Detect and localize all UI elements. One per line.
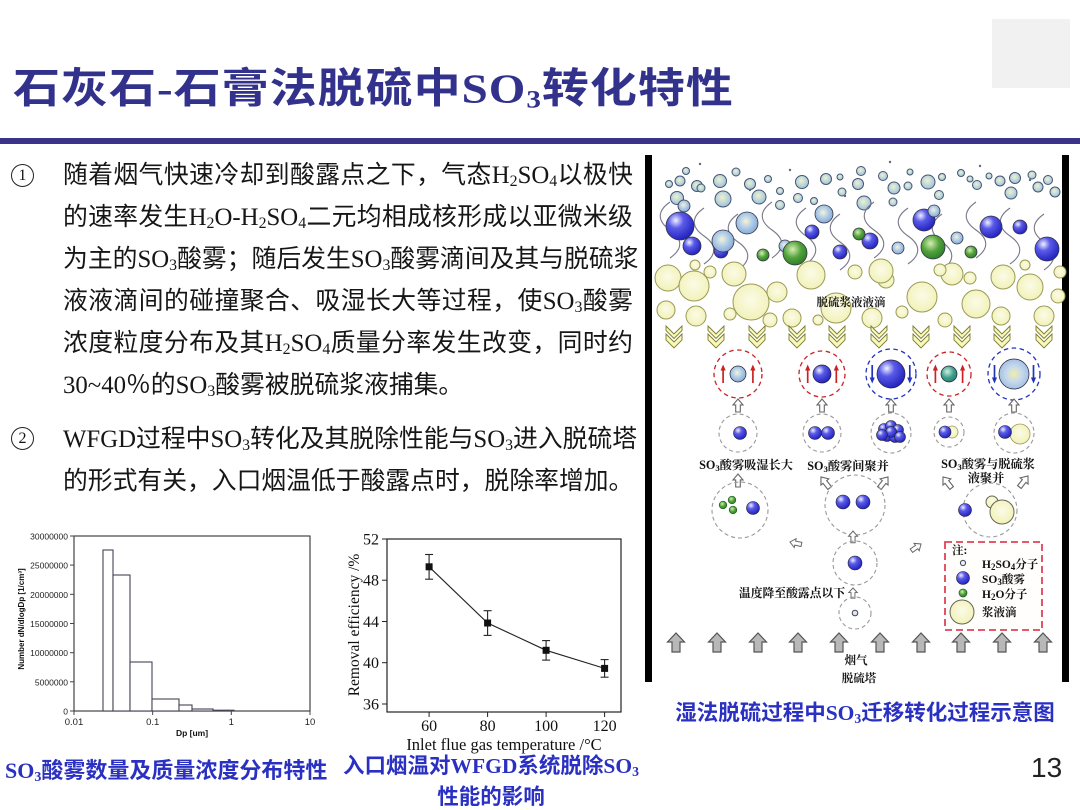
svg-text:0.01: 0.01: [65, 717, 84, 728]
svg-text:脱硫浆液液滴: 脱硫浆液液滴: [817, 295, 886, 309]
svg-text:80: 80: [480, 718, 496, 735]
svg-text:120: 120: [593, 718, 617, 735]
svg-text:脱硫塔: 脱硫塔: [842, 671, 877, 685]
svg-text:0.1: 0.1: [146, 717, 159, 728]
svg-text:SO3酸雾间聚并: SO3酸雾间聚并: [807, 458, 889, 474]
svg-text:10: 10: [305, 717, 316, 728]
svg-text:25000000: 25000000: [30, 561, 68, 571]
svg-text:烟气: 烟气: [844, 653, 868, 667]
svg-text:H2SO4分子: H2SO4分子: [982, 557, 1039, 572]
svg-text:48: 48: [363, 573, 379, 590]
svg-text:SO3酸雾与脱硫浆: SO3酸雾与脱硫浆: [941, 456, 1035, 472]
svg-text:10000000: 10000000: [30, 648, 68, 658]
svg-text:注:: 注:: [952, 543, 967, 557]
svg-text:Removal efficiency /%: Removal efficiency /%: [346, 554, 363, 697]
svg-text:36: 36: [363, 697, 379, 714]
svg-text:60: 60: [421, 718, 437, 735]
svg-text:Number dN/dlogDp [1/cm³]: Number dN/dlogDp [1/cm³]: [17, 568, 26, 670]
svg-text:100: 100: [534, 718, 558, 735]
svg-text:SO3酸雾: SO3酸雾: [982, 572, 1025, 587]
svg-text:SO3酸雾吸湿长大: SO3酸雾吸湿长大: [699, 457, 793, 473]
svg-text:浆液滴: 浆液滴: [982, 605, 1017, 619]
svg-text:液聚并: 液聚并: [968, 470, 1005, 485]
svg-text:5000000: 5000000: [35, 677, 68, 687]
svg-text:温度降至酸露点以下: 温度降至酸露点以下: [739, 586, 845, 600]
svg-text:H2O分子: H2O分子: [982, 587, 1028, 602]
svg-text:0: 0: [63, 707, 68, 717]
svg-text:Inlet flue gas temperature /°C: Inlet flue gas temperature /°C: [406, 735, 601, 754]
svg-text:52: 52: [363, 532, 379, 549]
svg-text:15000000: 15000000: [30, 619, 68, 629]
svg-text:40: 40: [363, 655, 379, 672]
svg-text:44: 44: [363, 614, 379, 631]
svg-text:20000000: 20000000: [30, 590, 68, 600]
svg-text:Dp [um]: Dp [um]: [176, 728, 208, 738]
svg-text:30000000: 30000000: [30, 532, 68, 542]
svg-text:1: 1: [229, 717, 234, 728]
